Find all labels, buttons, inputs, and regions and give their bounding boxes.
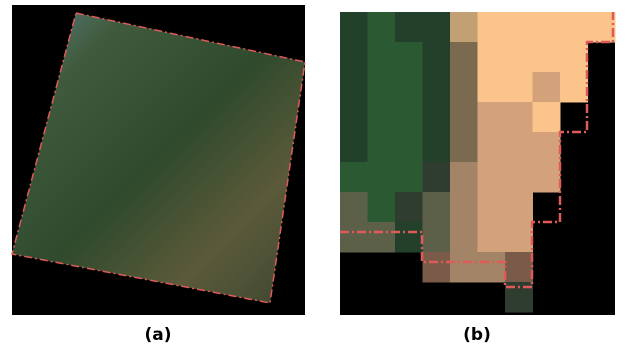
pixel xyxy=(560,42,588,73)
pixel xyxy=(340,12,368,43)
pixel xyxy=(505,192,533,223)
pixel xyxy=(340,42,368,73)
pixel xyxy=(478,102,506,133)
pixel xyxy=(450,72,478,103)
pixel xyxy=(368,12,396,43)
pixel xyxy=(340,192,368,223)
pixel xyxy=(423,42,451,73)
pixel xyxy=(505,12,533,43)
pixel xyxy=(450,192,478,223)
pixel xyxy=(368,192,396,223)
pixel xyxy=(533,102,561,133)
caption: (a) xyxy=(144,325,171,345)
pixel xyxy=(423,252,451,283)
pixel xyxy=(478,252,506,283)
pixel xyxy=(450,42,478,73)
pixel xyxy=(478,42,506,73)
panel-b: (b) xyxy=(340,12,616,345)
pixel xyxy=(505,162,533,193)
caption: (b) xyxy=(463,325,491,345)
pixel xyxy=(340,72,368,103)
pixel xyxy=(450,132,478,163)
pixel xyxy=(478,12,506,43)
pixel xyxy=(533,42,561,73)
pixel xyxy=(533,162,561,193)
pixel xyxy=(450,162,478,193)
pixel xyxy=(505,252,533,283)
panel-a: (a) xyxy=(12,5,305,345)
pixel xyxy=(368,72,396,103)
pixel xyxy=(423,102,451,133)
pixel xyxy=(505,72,533,103)
pixel xyxy=(478,162,506,193)
pixel xyxy=(533,72,561,103)
pixel xyxy=(395,102,423,133)
pixel xyxy=(505,102,533,133)
pixel xyxy=(368,102,396,133)
pixel xyxy=(588,12,616,43)
pixel xyxy=(560,12,588,43)
pixel xyxy=(505,132,533,163)
pixel xyxy=(395,132,423,163)
pixel xyxy=(423,192,451,223)
pixel xyxy=(395,42,423,73)
pixel xyxy=(395,12,423,43)
pixel xyxy=(395,192,423,223)
pixel xyxy=(340,162,368,193)
pixel xyxy=(423,132,451,163)
pixel xyxy=(533,132,561,163)
pixel xyxy=(478,222,506,253)
pixel xyxy=(423,12,451,43)
pixel xyxy=(395,222,423,253)
pixel xyxy=(505,42,533,73)
pixel xyxy=(368,132,396,163)
pixel xyxy=(395,162,423,193)
pixel xyxy=(340,102,368,133)
pixel xyxy=(450,12,478,43)
pixel xyxy=(423,72,451,103)
pixel xyxy=(368,162,396,193)
pixel xyxy=(478,72,506,103)
pixel xyxy=(368,222,396,253)
pixel xyxy=(340,132,368,163)
pixel xyxy=(423,162,451,193)
page: (a) (b) (() => { const data = JSON.parse… xyxy=(0,0,630,352)
pixel xyxy=(533,12,561,43)
pixel xyxy=(505,222,533,253)
pixel xyxy=(395,72,423,103)
pixel xyxy=(368,42,396,73)
pixel xyxy=(340,222,368,253)
pixel xyxy=(450,252,478,283)
pixel xyxy=(560,72,588,103)
figure: (a) (b) xyxy=(0,0,630,352)
pixel xyxy=(478,192,506,223)
pixel xyxy=(450,222,478,253)
pixel xyxy=(478,132,506,163)
pixel xyxy=(423,222,451,253)
pixel xyxy=(450,102,478,133)
